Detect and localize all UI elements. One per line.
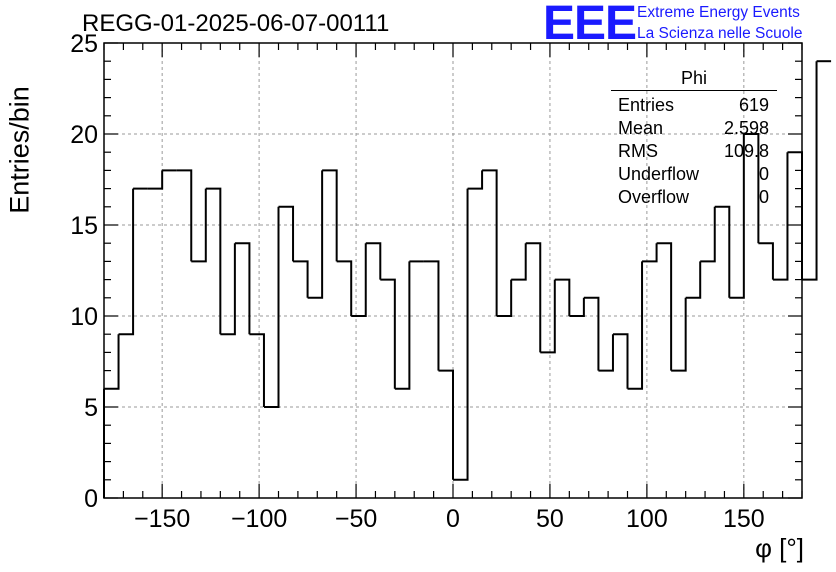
stats-row-mean: Mean 2.598 [611, 117, 777, 140]
histogram-bin [511, 243, 527, 281]
histogram-bin [394, 261, 411, 390]
stats-label: Overflow [618, 187, 690, 207]
histogram-bin [423, 260, 440, 371]
eee-logo: EEE [543, 0, 637, 50]
histogram-bin [525, 242, 542, 353]
histogram-bin [583, 296, 600, 371]
histogram-bin [307, 170, 324, 299]
y-tick-label: 20 [70, 121, 98, 149]
histogram-bin [249, 333, 265, 407]
histogram-bin [278, 205, 295, 262]
histogram-bin [598, 334, 614, 372]
x-axis-label: φ [°] [755, 533, 804, 563]
histogram-bin [453, 188, 469, 481]
histogram-bin [234, 242, 251, 335]
histogram-bin [569, 297, 585, 317]
logo-line-1: Extreme Energy Events [637, 4, 800, 21]
stats-box: Phi Entries 619 Mean 2.598 RMS 109.8 Underf… [611, 68, 777, 209]
axis-ticks [103, 42, 803, 499]
stats-label: Entries [618, 95, 675, 115]
y-tick-label: 0 [84, 485, 98, 513]
x-tick-label: 100 [626, 505, 668, 533]
x-tick-label: 150 [723, 505, 765, 533]
stats-row-entries: Entries 619 [611, 94, 777, 117]
y-tick-label: 15 [70, 212, 98, 240]
y-tick-label: 5 [84, 394, 98, 422]
x-tick-label: −150 [134, 505, 190, 533]
y-tick-label: 10 [70, 303, 98, 331]
histogram-bin [540, 279, 556, 354]
histogram-bin [700, 206, 716, 263]
stats-label: Underflow [618, 164, 700, 184]
histogram-bin [293, 260, 309, 298]
x-tick-label: 0 [446, 505, 460, 533]
chart-title: REGG-01-2025-06-07-00111 [82, 10, 390, 37]
histogram-bin [147, 170, 164, 190]
histogram-bin [176, 169, 193, 262]
histogram-bin [467, 170, 484, 190]
x-tick-label: −50 [335, 505, 377, 533]
histogram-bin [380, 278, 396, 389]
histogram-bin [627, 261, 644, 390]
histogram-bin [802, 61, 818, 281]
histogram-bin [787, 151, 803, 280]
stats-row-underflow: Underflow 0 [611, 163, 777, 186]
histogram-bin [642, 243, 658, 263]
histogram-bin [365, 242, 382, 280]
stats-value: 2.598 [723, 118, 769, 138]
stats-value: 0 [758, 164, 769, 184]
histogram-bin [263, 206, 280, 408]
histogram-bin [685, 261, 702, 299]
histogram-bin [772, 152, 789, 281]
histogram-bin [758, 242, 774, 280]
stats-label: Mean [618, 118, 664, 138]
histogram-bin [438, 369, 454, 480]
histogram-bin [118, 188, 135, 336]
histogram-bin [482, 169, 498, 316]
stats-label: RMS [618, 141, 658, 161]
logo-line-2: La Scienza nelle Scuole [637, 25, 803, 42]
stats-name: Phi [611, 68, 777, 91]
histogram-bin [322, 169, 338, 262]
histogram-bin [714, 205, 731, 298]
stats-row-rms: RMS 109.8 [611, 140, 777, 163]
y-axis-label-box: Entries/bin [5, 86, 35, 214]
histogram-bin [612, 333, 629, 389]
histogram-bin [205, 187, 222, 335]
x-tick-label: 50 [536, 505, 564, 533]
histogram-bin [351, 243, 367, 317]
x-tick-label: −100 [231, 505, 287, 533]
histogram-bin [104, 334, 120, 390]
stats-value: 619 [738, 95, 769, 115]
histogram-bin [743, 133, 760, 244]
y-axis-label: Entries/bin [4, 86, 35, 214]
histogram-bin [671, 297, 687, 372]
histogram-bin [220, 243, 236, 336]
stats-value: 0 [758, 187, 769, 207]
histogram-bin [191, 188, 207, 263]
histogram-bin [729, 134, 745, 299]
histogram-bin [656, 242, 673, 371]
stats-row-overflow: Overflow 0 [611, 186, 777, 209]
axis-tick-labels: −150 −100 −50 0 50 100 150 0 5 10 15 20 25 [70, 30, 765, 533]
histogram-bin [496, 279, 513, 317]
y-tick-label: 25 [70, 30, 98, 58]
histogram-bin [336, 260, 353, 316]
stats-value: 109.8 [723, 141, 769, 161]
histogram-bin [554, 278, 571, 316]
